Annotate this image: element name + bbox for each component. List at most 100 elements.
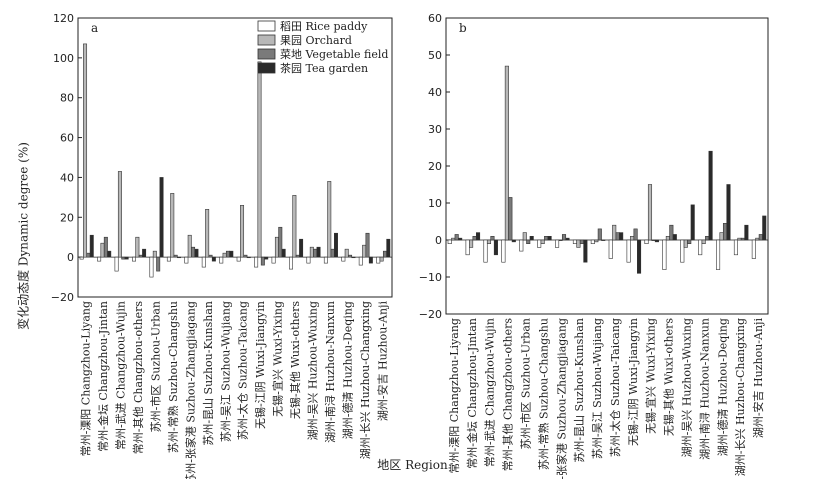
- bar: [751, 239, 756, 259]
- bar: [114, 256, 119, 272]
- bar: [376, 256, 381, 264]
- bar: [386, 238, 391, 258]
- bar: [309, 246, 314, 258]
- bar: [669, 224, 674, 241]
- bar: [289, 256, 293, 270]
- category-label: 湖州-安吉 Huzhou-Anji: [375, 301, 389, 422]
- y-tick-label: 40: [428, 86, 442, 99]
- bar: [358, 256, 363, 266]
- category-label: 常州-武进 Changzhou-Wujin: [484, 318, 497, 467]
- bar: [733, 239, 738, 256]
- legend-swatch: [257, 20, 276, 32]
- y-axis-title: 变化动态度 Dynamic degree (%): [16, 142, 31, 330]
- bar: [351, 256, 356, 259]
- bar: [334, 232, 338, 258]
- bar: [590, 239, 595, 245]
- bar: [89, 234, 94, 258]
- category-label: 苏州-张家港 Suzhou-Zhangjiagang: [183, 301, 197, 479]
- bar: [191, 246, 196, 258]
- bar: [687, 239, 692, 245]
- bar: [313, 248, 318, 258]
- bar: [177, 256, 181, 259]
- bar: [508, 197, 513, 241]
- bar: [472, 236, 477, 241]
- bar: [316, 246, 321, 258]
- bar: [447, 239, 452, 245]
- y-tick-label: 50: [428, 49, 442, 62]
- bar: [219, 256, 224, 264]
- bar: [281, 248, 286, 258]
- bar: [612, 224, 617, 241]
- bar: [135, 236, 140, 258]
- bar: [379, 256, 384, 262]
- bar: [744, 224, 749, 241]
- bar: [547, 236, 552, 241]
- bar: [246, 256, 251, 259]
- bar: [100, 242, 105, 258]
- bar: [493, 239, 498, 256]
- bar: [647, 184, 653, 241]
- bar: [654, 239, 659, 243]
- category-label: 苏州-市区 Suzhou-Urban: [519, 318, 533, 449]
- bar: [260, 256, 265, 266]
- bar: [211, 256, 216, 262]
- bar: [576, 239, 581, 248]
- y-tick-label: 10: [428, 197, 442, 210]
- category-label: 湖州-安吉 Huzhou-Anji: [751, 318, 765, 439]
- bar: [594, 239, 599, 243]
- bar: [722, 223, 728, 241]
- bar: [194, 248, 199, 258]
- y-tick-label: −20: [51, 291, 74, 304]
- bar: [264, 256, 269, 260]
- panel-label: b: [459, 21, 467, 35]
- legend-label: 菜地 Vegetable field: [280, 48, 388, 61]
- bar: [323, 256, 328, 264]
- y-tick-label: 30: [428, 123, 442, 136]
- bar: [79, 256, 84, 260]
- bar: [187, 234, 192, 258]
- category-label: 湖州-德清 Huzhou-Deqing: [340, 301, 354, 439]
- category-label: 常州-金坛 Changzhou-Jintan: [465, 318, 479, 469]
- bar: [601, 239, 606, 241]
- bar: [152, 250, 157, 258]
- bar: [608, 239, 613, 259]
- bar: [662, 239, 667, 270]
- bar: [458, 237, 463, 241]
- bar: [454, 234, 459, 241]
- bar: [124, 256, 129, 260]
- category-label: 湖州-长兴 Huzhou-Changxing: [359, 301, 372, 459]
- bar: [327, 181, 332, 258]
- panel-label: a: [91, 21, 98, 35]
- category-label: 苏州-吴江 Suzhou-Wujiang: [219, 301, 232, 442]
- bar: [615, 232, 620, 241]
- bar: [205, 209, 210, 258]
- bar: [159, 177, 164, 258]
- bar: [683, 239, 688, 248]
- y-tick-label: 80: [60, 92, 74, 105]
- bar: [583, 239, 588, 263]
- bar: [672, 234, 677, 241]
- bar: [240, 205, 245, 258]
- bar: [755, 237, 760, 241]
- bar: [701, 239, 706, 245]
- y-tick-label: 60: [60, 132, 74, 145]
- bar: [451, 237, 456, 241]
- category-label: 湖州-吴兴 Huzhou-Wuxing: [307, 301, 320, 440]
- panel-a: −20 0 20 40 60 80 100 120 a 常州-溧阳 Changzhou-Liyan…: [51, 12, 393, 479]
- bar: [274, 236, 279, 258]
- bar: [630, 236, 635, 241]
- bar: [330, 248, 335, 258]
- legend-swatch: [257, 34, 276, 46]
- bar: [680, 239, 685, 263]
- legend-label: 果园 Orchard: [280, 34, 352, 47]
- bar: [103, 236, 108, 258]
- panel-b: −20 −10 0 10 20 30 40 50 60 b 常州-溧阳 Changzhou-Liya…: [419, 12, 769, 479]
- bar: [626, 239, 631, 263]
- bar: [644, 239, 649, 245]
- bar: [529, 236, 534, 241]
- bar: [762, 215, 767, 241]
- bar: [476, 232, 481, 241]
- bar: [243, 254, 248, 258]
- bar: [740, 237, 745, 241]
- bar: [149, 256, 154, 278]
